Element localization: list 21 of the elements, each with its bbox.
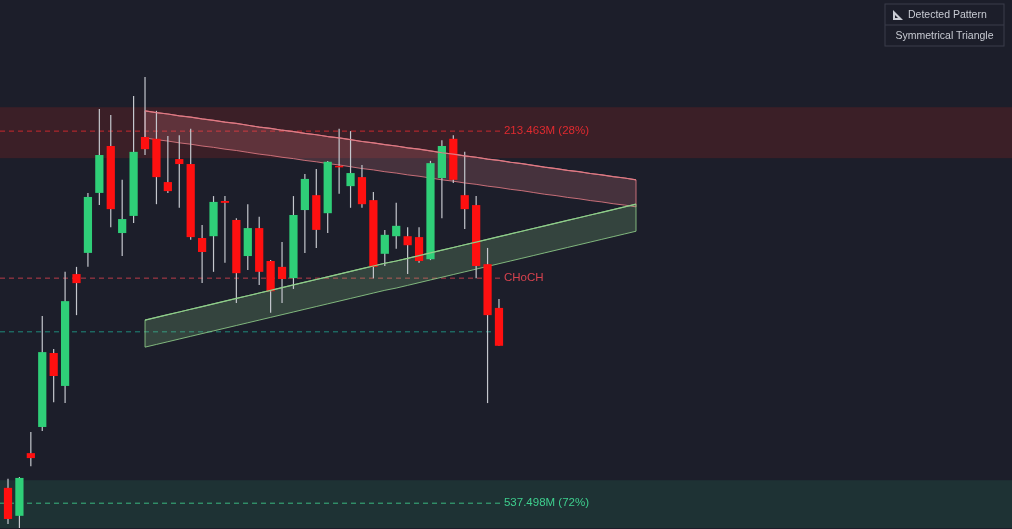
text: Detected Pattern	[908, 7, 987, 20]
text: Symmetrical Triangle	[895, 28, 994, 41]
candlestick	[220, 195, 230, 264]
candlestick	[277, 241, 287, 304]
candlestick	[380, 229, 389, 267]
candlestick	[346, 130, 355, 209]
ref-line-label: 213.463M (28%)	[503, 124, 590, 137]
candlestick	[26, 431, 35, 467]
candlestick	[403, 226, 412, 275]
ref-line-label: CHoCH	[503, 271, 544, 284]
candlestick	[72, 266, 81, 316]
ref-line-label: 537.498M (72%)	[503, 496, 590, 509]
candlestick	[175, 134, 184, 209]
candlestick	[118, 179, 127, 257]
candlestick	[460, 151, 469, 230]
candlestick	[140, 76, 150, 156]
candlestick	[163, 135, 172, 194]
candlestick	[198, 224, 207, 284]
candlestick	[414, 226, 424, 264]
candlestick	[392, 202, 401, 250]
candlestick	[49, 348, 58, 403]
